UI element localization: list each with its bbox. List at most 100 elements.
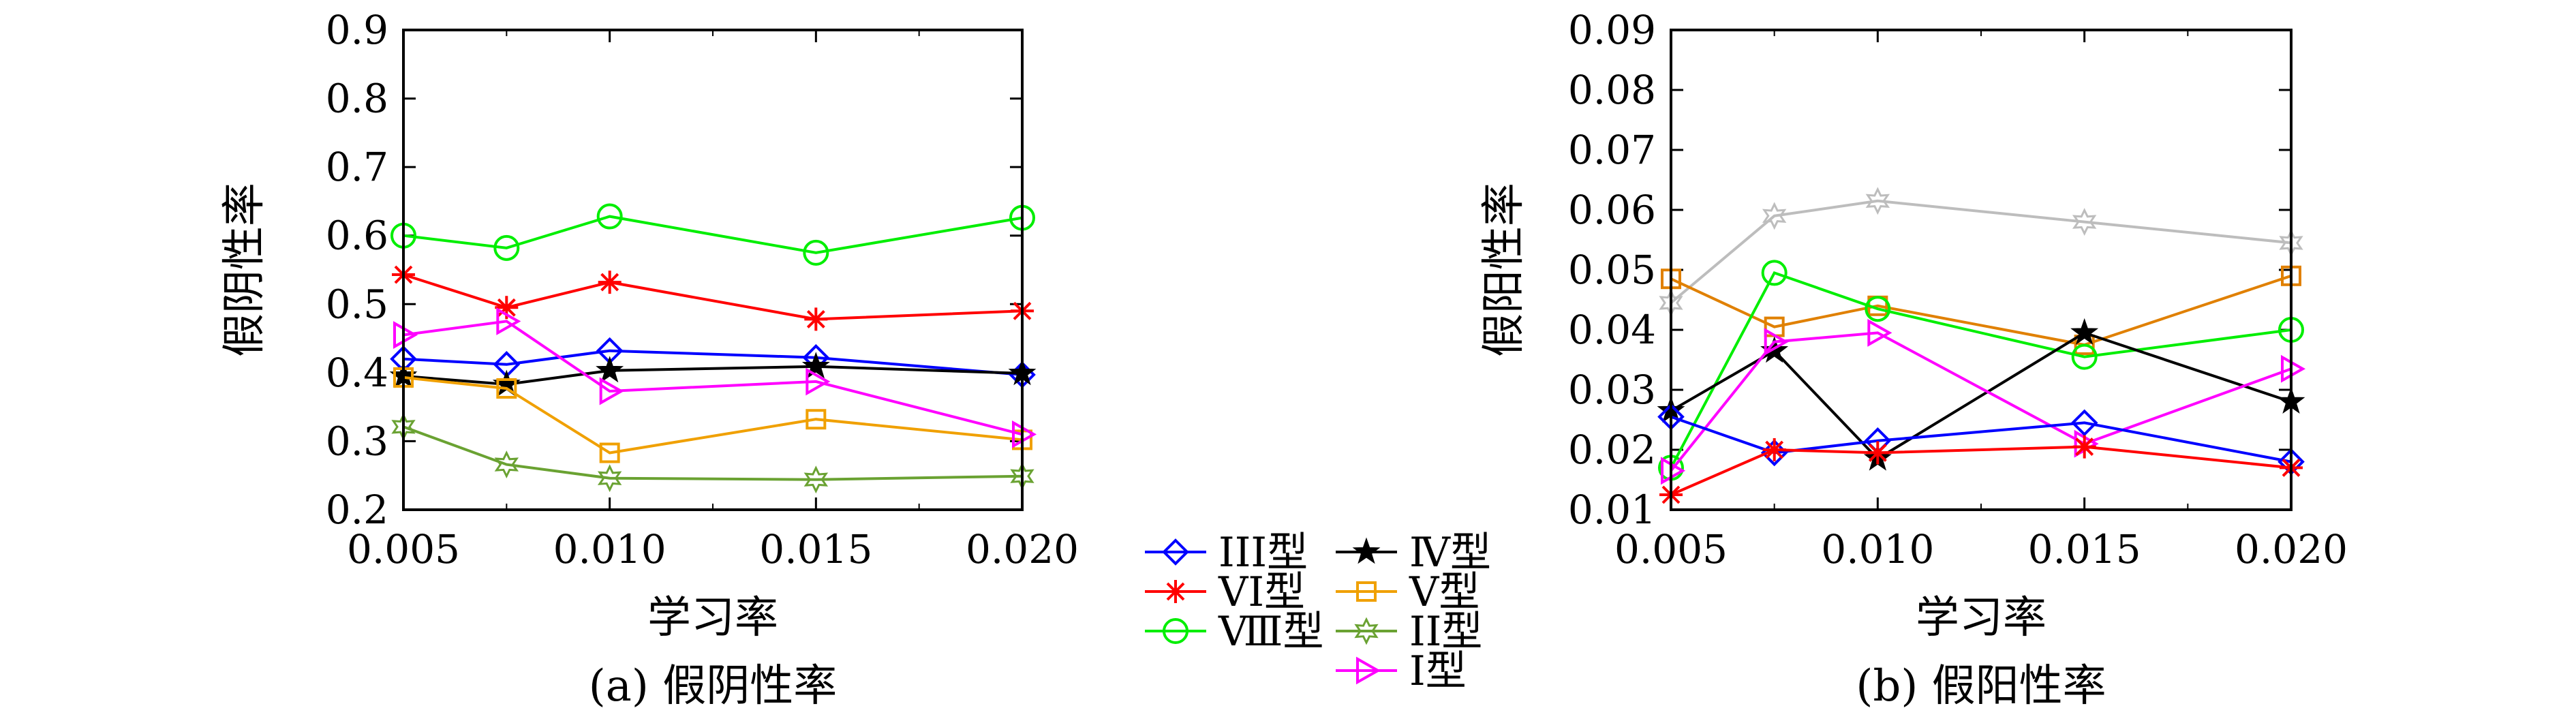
data-point [2070,409,2098,437]
data-point [2070,318,2099,345]
data-point [1865,296,1891,322]
data-point [803,239,829,266]
y-tick-label: 0.2 [326,487,388,533]
series-2 [390,203,1035,266]
legend-label: III型 [1218,529,1308,577]
data-point [806,367,831,396]
x-tick-label: 0.020 [2235,526,2348,572]
legend-marker [1164,580,1187,603]
data-point [599,377,624,405]
x-tick-label: 0.015 [2028,526,2141,572]
legend-marker [1356,581,1377,602]
y-tick-label: 0.4 [326,350,388,396]
series-0 [1659,187,2303,317]
plot-frame [1670,29,2293,511]
legend-label: Ⅰ型 [1409,647,1467,695]
chart-caption: (b) 假阳性率 [1856,661,2106,711]
y-axis-label: 假阳性率 [1479,183,1529,357]
series-5 [391,412,1034,494]
series-line [1670,445,2292,496]
legend-item: Ⅷ型 [1145,608,1324,656]
data-point [806,409,827,430]
y-axis-label: 假阴性率 [219,183,270,357]
data-point [1866,441,1890,465]
legend-marker [1163,618,1189,644]
data-point [599,442,620,463]
legend-item: Ⅳ型 [1336,529,1491,577]
data-point [496,307,521,335]
x-axis-label: 学习率 [647,593,778,643]
data-point [495,296,519,320]
y-tick-label: 0.9 [326,7,388,53]
y-tick-label: 0.08 [1568,67,1656,113]
legend-marker [1352,537,1381,564]
data-point [803,465,829,494]
y-tick-label: 0.03 [1568,367,1656,413]
legend-marker [1162,538,1189,566]
y-tick-label: 0.04 [1568,307,1656,353]
y-tick-label: 0.06 [1568,187,1656,233]
x-tick-label: 0.015 [759,526,872,572]
chart-false-negative-rate: 0.2 0.3 0.4 0.5 0.6 0.7 0.8 0.9 0.005 0.010 0.015 0… [219,7,1079,711]
series-1 [392,263,1034,331]
x-axis-label: 学习率 [1916,593,2046,643]
series-line [1670,274,2292,347]
y-tick-label: 0.7 [326,144,388,190]
x-tick-label: 0.005 [347,526,460,572]
legend-item: VI型 [1145,568,1305,616]
chart-caption: (a) 假阴性率 [589,661,837,711]
series-4 [1661,318,2306,485]
series-0 [390,337,1036,388]
series-line [1670,271,2292,469]
series-6 [393,307,1037,448]
legend-label: Ⅳ型 [1409,529,1491,577]
legend-item: Ⅴ型 [1336,568,1479,616]
legend-item: Ⅰ型 [1336,647,1467,695]
series-line [1670,199,2292,304]
data-point [597,464,622,493]
data-point [493,234,520,261]
x-tick-label: 0.020 [966,526,1079,572]
data-point [596,356,624,383]
series-line [1670,331,2292,472]
y-tick-label: 0.02 [1568,427,1656,473]
legend-item: II型 [1336,608,1482,656]
data-point [596,203,623,230]
series-line [1670,331,2292,461]
y-tick-label: 0.6 [326,213,388,259]
data-point [801,352,830,379]
data-point [1762,438,1786,461]
y-tick-label: 0.09 [1568,7,1656,53]
series-line [403,425,1023,481]
data-point [1867,318,1892,347]
x-tick-label: 0.010 [1821,526,1934,572]
y-tick-label: 0.3 [326,418,388,464]
data-point [1761,260,1788,286]
data-point [598,271,622,294]
legend-label: VI型 [1218,568,1305,616]
series-5 [1657,403,2305,476]
data-point [496,378,517,399]
series-line [403,273,1023,321]
data-point [2071,343,2098,370]
y-tick-label: 0.8 [326,76,388,122]
series-line [403,320,1023,436]
legend-label: Ⅷ型 [1218,608,1324,656]
series-line [403,375,1023,455]
data-point [2072,208,2097,236]
series-line [1670,415,2292,463]
legend-marker [1356,656,1381,685]
y-tick-label: 0.5 [326,281,388,327]
legend-label: II型 [1409,608,1482,656]
y-tick-label: 0.07 [1568,127,1656,173]
data-point [1762,202,1787,230]
chart-false-positive-rate: 0.01 0.02 0.03 0.04 0.05 0.06 0.07 0.08 0.09 0.00… [1479,7,2348,711]
series-line [403,349,1023,376]
legend-item: III型 [1145,529,1308,577]
data-point [804,307,828,331]
data-point [1865,187,1890,215]
legend-marker [1354,617,1379,645]
series-line [403,215,1023,254]
